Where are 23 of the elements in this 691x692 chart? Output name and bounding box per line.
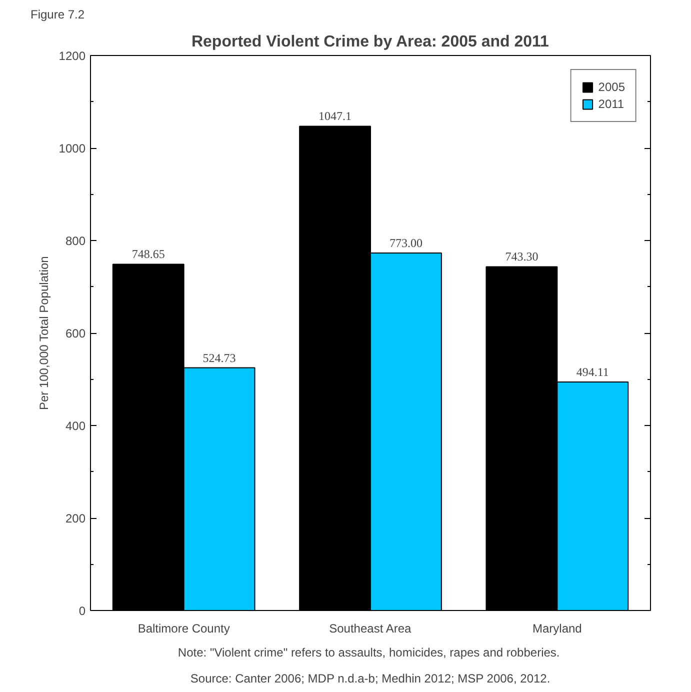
y-axis-title: Per 100,000 Total Population — [36, 256, 51, 410]
data-label: 743.30 — [505, 250, 538, 264]
y-tick-label: 1200 — [58, 49, 86, 63]
y-tick-label: 1000 — [58, 142, 86, 156]
y-tick-label: 600 — [65, 326, 86, 340]
data-label: 773.00 — [389, 236, 422, 250]
x-tick-label: Southeast Area — [329, 622, 412, 636]
y-tick-label: 400 — [65, 419, 86, 433]
data-label: 494.11 — [576, 364, 609, 379]
data-label: 1047.1 — [318, 109, 352, 124]
legend-label: 2005 — [598, 80, 625, 94]
x-tick-label: Baltimore County — [138, 622, 230, 636]
y-tick-label: 200 — [65, 512, 86, 526]
legend-label: 2011 — [598, 97, 624, 111]
source-note: Source: Canter 2006; MDP n.d.a-b; Medhin 2012; MSP 2006, 2012. — [190, 672, 550, 686]
chart-title: Reported Violent Crime by Area: 2005 and 2011 — [191, 34, 550, 50]
data-label: 524.73 — [202, 350, 236, 365]
data-label: 748.65 — [132, 247, 165, 262]
text: Note: "Violent crime" refers to assaults, homicides, rapes and robberies. — [178, 646, 560, 660]
y-tick-label: 800 — [65, 234, 86, 248]
x-tick-label: Maryland — [532, 622, 582, 636]
y-tick-label: 0 — [78, 604, 86, 618]
caption: Figure 7.2 — [30, 8, 85, 22]
